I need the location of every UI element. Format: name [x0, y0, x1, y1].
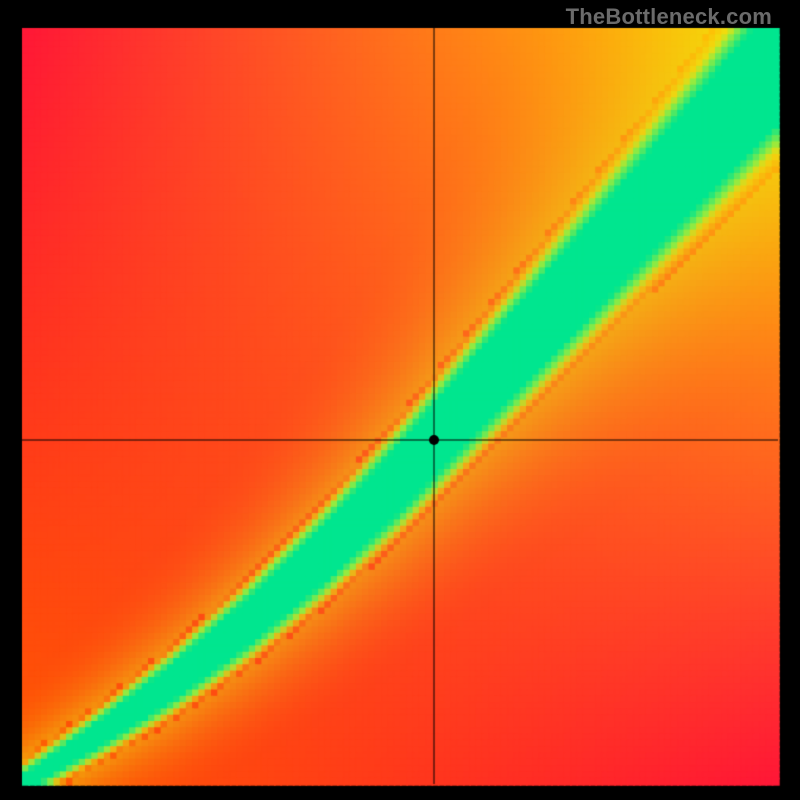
watermark-text: TheBottleneck.com — [566, 4, 772, 30]
bottleneck-heatmap — [0, 0, 800, 800]
chart-container: TheBottleneck.com — [0, 0, 800, 800]
